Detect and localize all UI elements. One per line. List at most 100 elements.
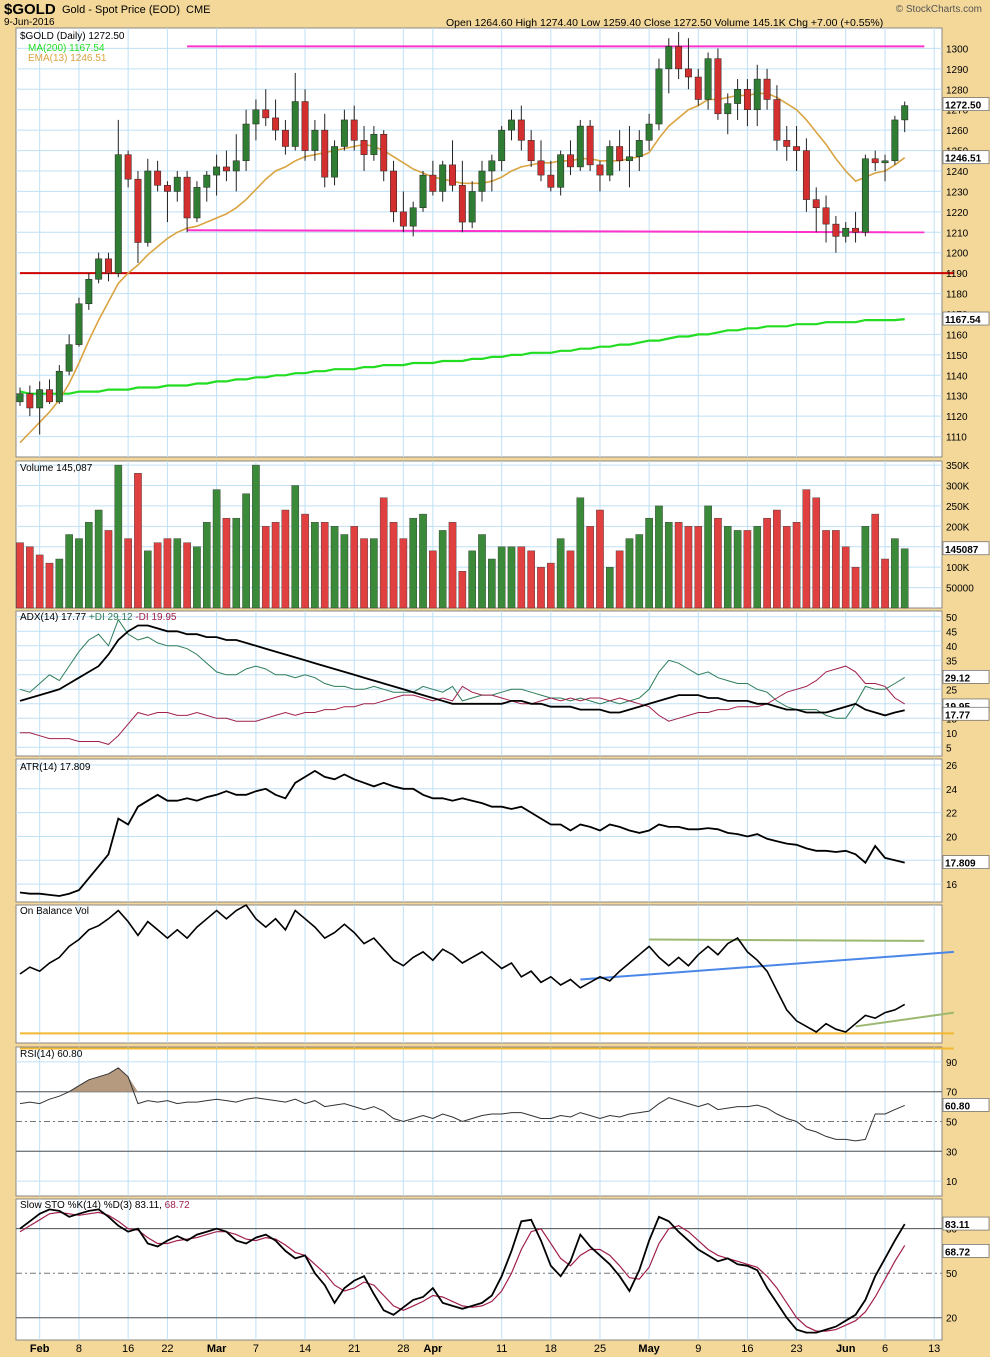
legend-sto: Slow STO %K(14) %D(3) 83.11, 68.72 (20, 1200, 190, 1211)
candle-body (567, 154, 574, 168)
x-tick-label: May (638, 1343, 660, 1355)
candle-body (380, 133, 388, 172)
volume-bar (714, 517, 722, 609)
sto-d-last: 68.72 (945, 1247, 970, 1258)
volume-bar (586, 526, 594, 609)
legend-adx: ADX(14) 17.77 +DI 29.12 -DI 19.95 (20, 612, 177, 623)
candle-body (252, 109, 260, 125)
volume-bar (802, 489, 811, 609)
y-tick-label: 35 (946, 656, 958, 667)
legend-ema13: EMA(13) 1246.51 (28, 53, 107, 64)
y-tick-label: 1140 (946, 371, 968, 382)
plus-di-last: 29.12 (945, 673, 970, 684)
volume-bar (704, 505, 712, 609)
candle-body (449, 164, 456, 186)
candle-body (272, 117, 280, 131)
ma200-line (19, 318, 905, 395)
watermark: © StockCharts.com (895, 4, 982, 15)
candle-body (635, 140, 643, 157)
volume-bar (379, 497, 388, 609)
candle-body (517, 119, 525, 141)
legend-volume: Volume 145,087 (20, 463, 93, 474)
x-tick-label: 21 (348, 1343, 360, 1355)
y-tick-label: 30 (946, 1147, 958, 1158)
panel-obv (15, 904, 943, 1044)
x-tick-label: 28 (397, 1343, 409, 1355)
chart-exchange: CME (186, 4, 211, 16)
x-tick-label: 22 (161, 1343, 173, 1355)
volume-bar (134, 473, 142, 609)
x-tick-label: 8 (76, 1343, 82, 1355)
y-tick-label: 50 (946, 613, 958, 624)
x-tick-label: 6 (882, 1343, 888, 1355)
candle-body (370, 133, 378, 155)
candle-body (55, 370, 63, 403)
volume-bar (537, 566, 545, 609)
candle-body (734, 89, 742, 104)
volume-bar (35, 554, 44, 609)
candle-body (46, 389, 53, 403)
x-tick-label: 18 (545, 1343, 557, 1355)
candle-body (763, 78, 771, 100)
y-tick-label: 22 (946, 809, 958, 820)
candle-body (203, 174, 211, 188)
legend-adx-item: -DI 19.95 (133, 612, 177, 623)
volume-bar (478, 534, 486, 609)
candle-body (340, 119, 348, 147)
candle-body (684, 68, 692, 78)
candle-body (861, 158, 869, 233)
x-tick-label: 16 (122, 1343, 134, 1355)
chart-symbol: $GOLD (4, 1, 56, 18)
volume-bar (507, 546, 516, 609)
volume-bar (468, 550, 476, 609)
y-tick-label: 40 (946, 642, 958, 653)
candle-body (164, 185, 171, 192)
candle-body (478, 170, 486, 192)
candle-body (213, 166, 221, 176)
volume-bar (163, 538, 172, 609)
y-tick-label: 250K (946, 502, 970, 513)
candle-body (743, 89, 751, 110)
minus-di-line (20, 665, 905, 745)
candle-body (527, 140, 535, 162)
candle-body (390, 170, 397, 213)
volume-bar (409, 517, 418, 609)
y-tick-label: 1130 (946, 392, 968, 403)
candle-body (852, 227, 859, 233)
candle-body (694, 76, 702, 100)
volume-last: 145087 (945, 545, 979, 556)
candle-body (547, 174, 555, 188)
volume-bar (350, 526, 359, 609)
candle-body (714, 58, 722, 115)
volume-bar (370, 538, 378, 609)
volume-bar (173, 538, 182, 609)
candle-body (901, 105, 909, 121)
legend-ma200: MA(200) 1167.54 (28, 43, 105, 54)
candle-body (626, 156, 633, 162)
panel-adx (15, 610, 943, 757)
atr-line (19, 769, 905, 897)
candle-body (75, 303, 83, 345)
candle-body (419, 174, 427, 209)
candle-body (95, 258, 103, 280)
volume-bar (242, 493, 250, 609)
candle-body (488, 160, 496, 172)
volume-bar (635, 534, 644, 609)
sto-k-last: 83.11 (945, 1220, 970, 1231)
adx-line (19, 624, 905, 717)
obv-trendline-green-low (855, 1011, 954, 1028)
volume-bar (566, 550, 575, 609)
chart-date: 9-Jun-2016 (4, 17, 55, 28)
volume-bar (792, 522, 801, 609)
chart-name: Gold - Spot Price (EOD) (62, 4, 180, 16)
candle-body (557, 154, 565, 188)
volume-bar (694, 526, 703, 609)
sto-k-line (19, 1208, 906, 1334)
y-tick-label: 300K (946, 482, 970, 493)
volume-bar (773, 509, 781, 609)
price-last: 1272.50 (945, 101, 982, 112)
candle-body (439, 164, 447, 192)
candle-body (173, 176, 181, 192)
adx-last: 17.77 (945, 710, 970, 721)
volume-bar (271, 522, 280, 609)
